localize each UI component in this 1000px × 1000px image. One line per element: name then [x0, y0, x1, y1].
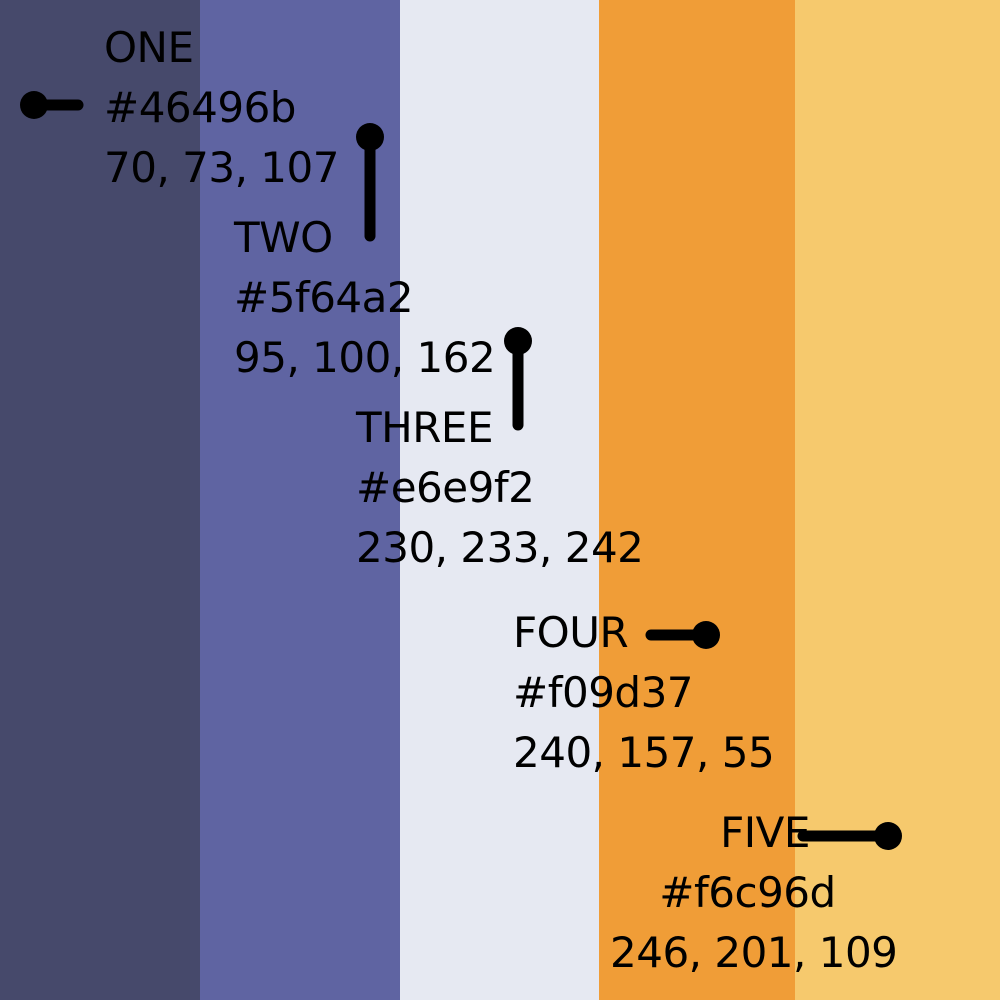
swatch-label-five: FIVE #f6c96d 246, 201, 109	[610, 803, 898, 983]
swatch-hex: #5f64a2	[234, 273, 414, 322]
swatch-label-two: TWO #5f64a2 95, 100, 162	[234, 208, 496, 388]
swatch-rgb: 240, 157, 55	[513, 728, 775, 777]
swatch-hex: #46496b	[104, 83, 296, 132]
swatch-name: THREE	[356, 403, 494, 452]
swatch-rgb: 70, 73, 107	[104, 143, 339, 192]
swatch-name: FOUR	[513, 608, 629, 657]
swatch-hex: #f6c96d	[659, 868, 836, 917]
swatch-label-four: FOUR #f09d37 240, 157, 55	[513, 603, 775, 783]
swatch-rgb: 95, 100, 162	[234, 333, 496, 382]
swatch-stripe-one	[0, 0, 200, 1000]
swatch-name: FIVE	[720, 808, 810, 857]
swatch-rgb: 230, 233, 242	[356, 523, 644, 572]
swatch-name: ONE	[104, 23, 194, 72]
swatch-hex: #f09d37	[513, 668, 694, 717]
swatch-label-one: ONE #46496b 70, 73, 107	[104, 18, 339, 198]
swatch-stripe-four	[599, 0, 795, 1000]
swatch-name: TWO	[234, 213, 333, 262]
swatch-label-three: THREE #e6e9f2 230, 233, 242	[356, 398, 644, 578]
swatch-rgb: 246, 201, 109	[610, 928, 898, 977]
swatch-hex: #e6e9f2	[356, 463, 535, 512]
swatch-stripe-three	[400, 0, 599, 1000]
